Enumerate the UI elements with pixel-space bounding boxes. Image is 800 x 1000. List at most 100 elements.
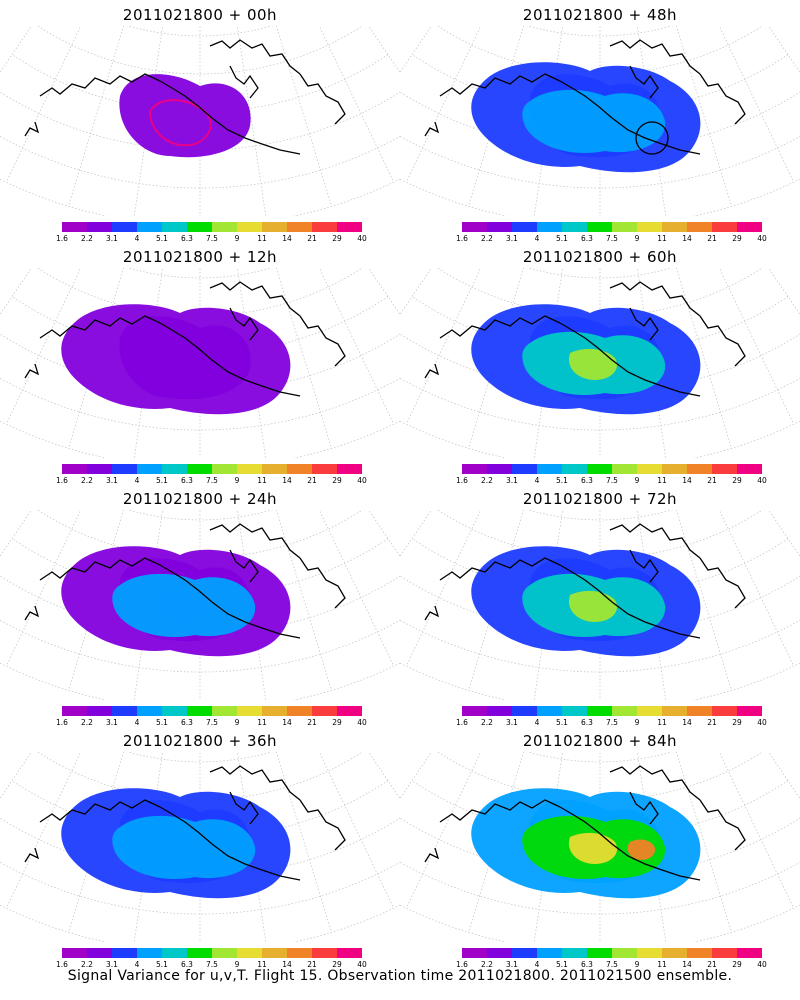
colorbar-swatch <box>462 464 487 474</box>
coastline <box>439 73 561 97</box>
colorbar-label: 2.2 <box>481 718 493 727</box>
colorbar-swatch <box>137 706 162 716</box>
parallel-gridline <box>0 662 400 700</box>
variance-contour <box>522 89 666 154</box>
parallel-gridline <box>127 510 273 521</box>
colorbar-swatch <box>62 706 87 716</box>
colorbar-label: 21 <box>307 234 317 243</box>
colorbar-swatch <box>187 464 212 474</box>
colorbar-swatch <box>487 948 512 958</box>
map-panel-60h: 2011021800 + 60h 1.6 2.2 3.1 4 5.1 6.3 7.5 9 11 1… <box>400 242 800 486</box>
colorbar-label: 2.2 <box>81 718 93 727</box>
parallel-gridline <box>11 538 389 597</box>
coastline <box>439 315 561 339</box>
colorbar-label: 4 <box>134 476 140 485</box>
coastline <box>24 847 40 863</box>
colorbar-swatch <box>337 464 362 474</box>
colorbar-label: 11 <box>657 476 667 485</box>
colorbar <box>62 706 362 716</box>
coastline <box>609 281 701 317</box>
colorbar-labels: 1.6 2.2 3.1 4 5.1 6.3 7.5 9 11 14 21 29 40 <box>456 476 767 486</box>
parallel-gridline <box>411 296 789 355</box>
parallel-gridline <box>400 178 800 216</box>
colorbar-label: 29 <box>732 960 742 969</box>
colorbar-label: 21 <box>307 476 317 485</box>
colorbar-label: 9 <box>234 718 240 727</box>
colorbar-swatch <box>537 222 562 232</box>
coastline <box>159 322 301 397</box>
coastline <box>559 806 701 881</box>
colorbar-swatch <box>512 948 537 958</box>
map-panel-72h: 2011021800 + 72h 1.6 2.2 3.1 4 5.1 6.3 7.5 9 11 1… <box>400 484 800 727</box>
colorbar-label: 3.1 <box>506 718 518 727</box>
parallel-gridline <box>527 268 673 279</box>
meridian-gridline <box>0 752 32 800</box>
contour-field <box>61 546 291 657</box>
coastline <box>39 799 161 823</box>
meridian-gridline <box>768 752 800 800</box>
coastline <box>559 564 701 639</box>
coastline <box>424 121 440 137</box>
parallel-gridline <box>437 268 763 317</box>
meridian-gridline <box>318 26 395 183</box>
colorbar-label: 1.6 <box>56 718 68 727</box>
colorbar-label: 7.5 <box>606 476 618 485</box>
parallel-gridline <box>37 26 363 75</box>
colorbar-swatch <box>112 464 137 474</box>
colorbar-label: 5.1 <box>156 718 168 727</box>
parallel-gridline <box>411 54 789 113</box>
map-canvas <box>0 510 400 700</box>
colorbar-label: 4 <box>534 234 540 243</box>
colorbar-swatch <box>687 706 712 716</box>
coastline <box>24 363 40 379</box>
parallel-gridline <box>400 420 800 458</box>
parallel-gridline <box>37 268 363 317</box>
colorbar-swatch <box>512 706 537 716</box>
colorbar-label: 11 <box>657 960 667 969</box>
colorbar-swatch <box>662 706 687 716</box>
colorbar-label: 21 <box>707 476 717 485</box>
panel-title: 2011021800 + 36h <box>122 732 278 750</box>
colorbar-label: 40 <box>357 718 367 727</box>
colorbar-swatch <box>537 948 562 958</box>
colorbar-label: 1.6 <box>56 476 68 485</box>
colorbar-label: 29 <box>732 476 742 485</box>
coastline <box>299 315 346 367</box>
parallel-gridline <box>437 510 763 559</box>
colorbar-label: 9 <box>634 960 640 969</box>
colorbar-label: 11 <box>657 234 667 243</box>
colorbar-label: 4 <box>134 718 140 727</box>
colorbar-label: 14 <box>682 718 692 727</box>
colorbar-swatch <box>62 948 87 958</box>
colorbar-swatch <box>337 222 362 232</box>
colorbar-label: 7.5 <box>606 960 618 969</box>
meridian-gridline <box>400 268 432 316</box>
colorbar-label: 7.5 <box>206 476 218 485</box>
meridian-gridline <box>368 510 400 558</box>
colorbar-swatch <box>262 706 287 716</box>
meridian-gridline <box>768 26 800 74</box>
coastline <box>24 605 40 621</box>
colorbar-swatch <box>712 948 737 958</box>
parallel-gridline <box>437 752 763 801</box>
colorbar-swatch <box>737 464 762 474</box>
colorbar-swatch <box>487 706 512 716</box>
colorbar-label: 14 <box>682 234 692 243</box>
colorbar <box>462 948 762 958</box>
meridian-gridline <box>0 268 32 316</box>
coastline <box>209 765 301 801</box>
colorbar-label: 1.6 <box>456 234 468 243</box>
colorbar-label: 6.3 <box>581 234 593 243</box>
coastline <box>439 557 561 581</box>
colorbar-label: 2.2 <box>481 476 493 485</box>
colorbar-labels: 1.6 2.2 3.1 4 5.1 6.3 7.5 9 11 14 21 29 40 <box>56 476 367 486</box>
colorbar-label: 5.1 <box>556 960 568 969</box>
colorbar-swatch <box>587 464 612 474</box>
coastline <box>299 799 346 851</box>
coastline <box>39 315 161 339</box>
parallel-gridline <box>0 135 400 189</box>
colorbar-label: 40 <box>757 234 767 243</box>
colorbar-label: 14 <box>682 476 692 485</box>
colorbar-swatch <box>712 222 737 232</box>
coastline <box>39 557 161 581</box>
